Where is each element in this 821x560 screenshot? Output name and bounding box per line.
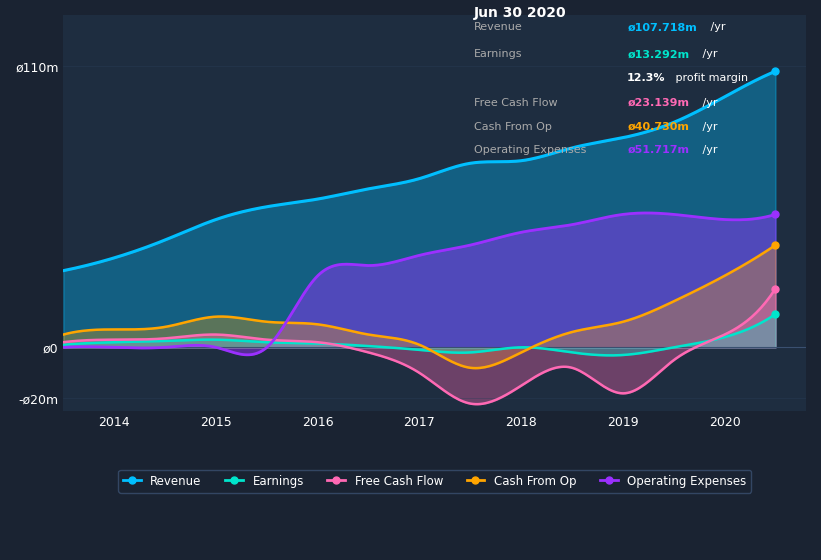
Text: Cash From Op: Cash From Op: [474, 122, 552, 132]
Text: Operating Expenses: Operating Expenses: [474, 145, 586, 155]
Text: Free Cash Flow: Free Cash Flow: [474, 98, 557, 108]
Text: Earnings: Earnings: [474, 49, 522, 59]
Text: /yr: /yr: [708, 22, 726, 32]
Text: ø23.139m: ø23.139m: [627, 98, 689, 108]
Text: /yr: /yr: [699, 98, 717, 108]
Text: /yr: /yr: [699, 49, 717, 59]
Text: Revenue: Revenue: [474, 22, 522, 32]
Text: profit margin: profit margin: [672, 73, 748, 83]
Legend: Revenue, Earnings, Free Cash Flow, Cash From Op, Operating Expenses: Revenue, Earnings, Free Cash Flow, Cash …: [118, 470, 751, 492]
Text: /yr: /yr: [699, 145, 717, 155]
Text: ø13.292m: ø13.292m: [627, 49, 689, 59]
Text: 12.3%: 12.3%: [627, 73, 666, 83]
Text: ø51.717m: ø51.717m: [627, 145, 689, 155]
Text: /yr: /yr: [699, 122, 717, 132]
Text: ø40.730m: ø40.730m: [627, 122, 689, 132]
Text: ø107.718m: ø107.718m: [627, 22, 697, 32]
Text: Jun 30 2020: Jun 30 2020: [474, 6, 566, 20]
